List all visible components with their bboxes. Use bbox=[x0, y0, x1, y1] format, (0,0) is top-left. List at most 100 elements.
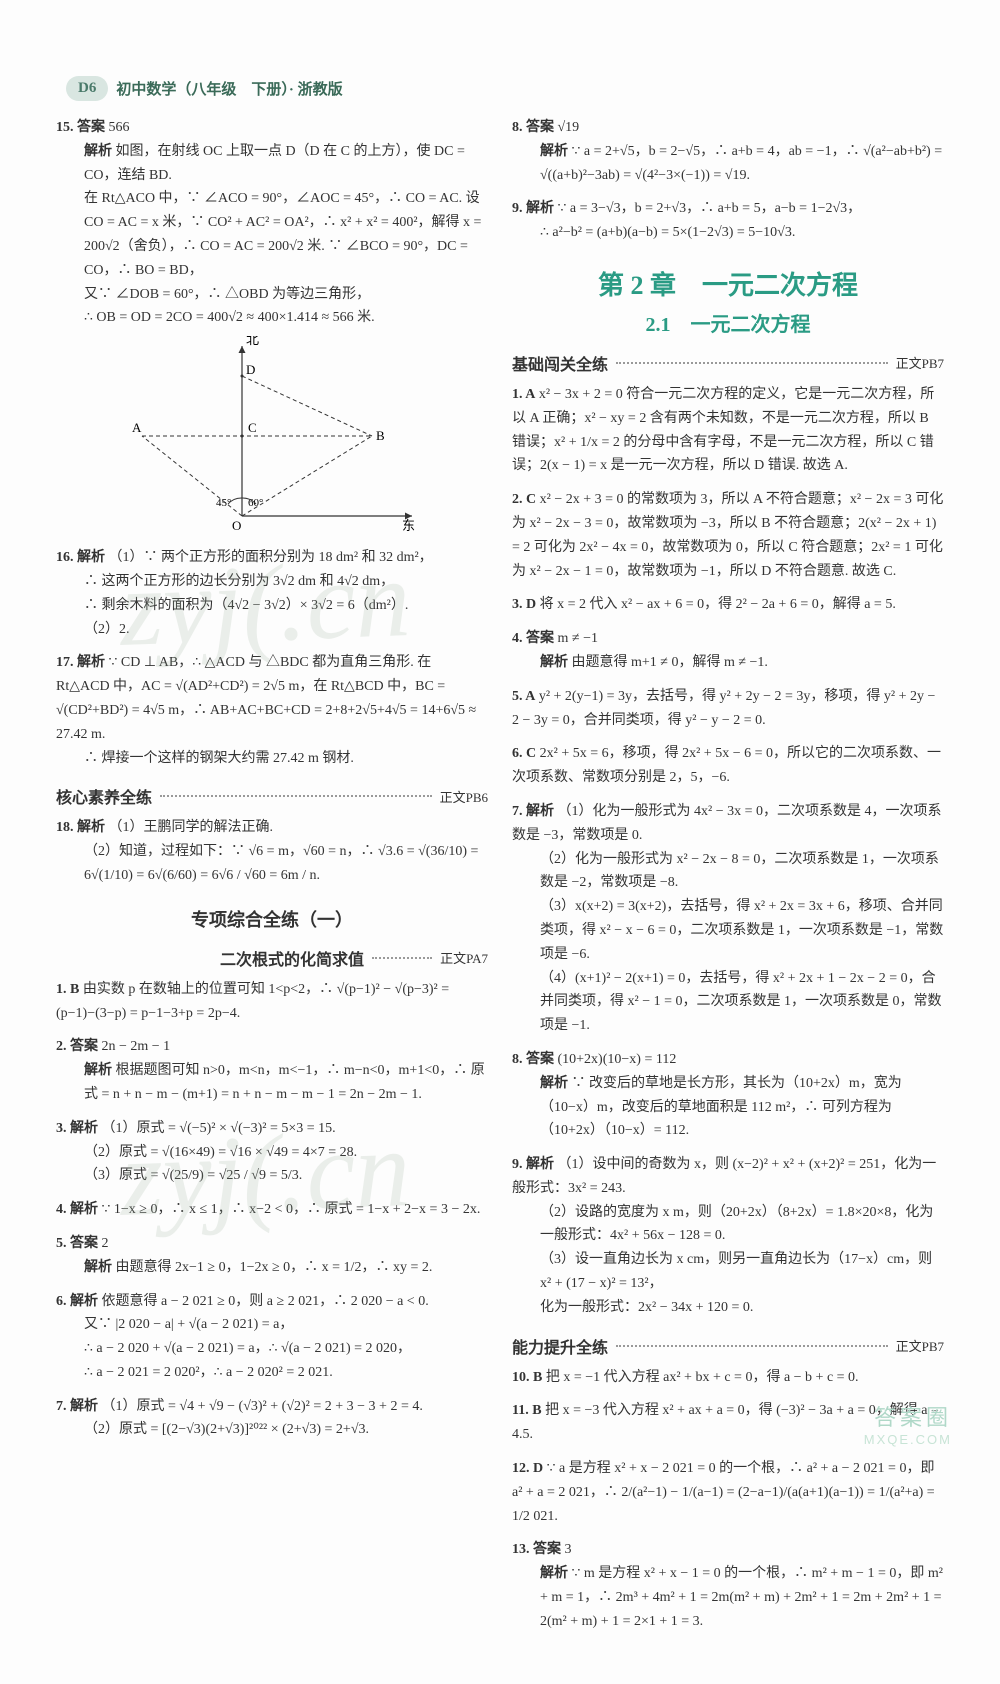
text: 根据题图可知 n>0，m<n，m<−1，∴ m−n<0，m+1<0，∴ 原式 =… bbox=[84, 1063, 485, 1102]
jiexi-label: 3. 解析 bbox=[56, 1121, 98, 1136]
text: （2）化为一般形式为 x² − 2x − 8 = 0，二次项系数是 1，一次项系… bbox=[512, 848, 944, 896]
q8: 8. 答案 √19 解析 ∵ a = 2+√5，b = 2−√5，∴ a+b =… bbox=[512, 116, 944, 187]
text: （3）x(x+2) = 3(x+2)，去括号，得 x² + 2x = 3x + … bbox=[512, 895, 944, 966]
text: ∵ m 是方程 x² + x − 1 = 0 的一个根，∴ m² + m − 1… bbox=[540, 1566, 943, 1629]
section-title: 基础闯关全练 bbox=[512, 351, 608, 375]
text: 依题意得 a − 2 021 ≥ 0，则 a ≥ 2 021，∴ 2 020 −… bbox=[102, 1294, 429, 1309]
answer-label: 5. A bbox=[512, 689, 535, 704]
text: （2）原式 = [(2−√3)(2+√3)]²⁰²² × (2+√3) = 2+… bbox=[56, 1418, 488, 1442]
q17: 17. 解析 ∵ CD ⊥ AB，∴ △ACD 与 △BDC 都为直角三角形. … bbox=[56, 651, 488, 770]
text: ∴ 这两个正方形的边长分别为 3√2 dm 和 4√2 dm， bbox=[56, 570, 488, 594]
answer-label: 13. 答案 bbox=[512, 1542, 561, 1557]
text: ∴ 焊接一个这样的钢架大约需 27.42 m 钢材. bbox=[56, 747, 488, 771]
q7: 7. 解析 （1）原式 = √4 + √9 − (√3)² + (√2)² = … bbox=[56, 1395, 488, 1443]
q6: 6. 解析 依题意得 a − 2 021 ≥ 0，则 a ≥ 2 021，∴ 2… bbox=[56, 1290, 488, 1385]
r2: 2. C x² − 2x + 3 = 0 的常数项为 3，所以 A 不符合题意；… bbox=[512, 488, 944, 583]
text: ∵ a = 2+√5，b = 2−√5，∴ a+b = 4，ab = −1，∴ … bbox=[540, 144, 942, 183]
text: （2）设路的宽度为 x m，则（20+2x）（8+2x）= 1.8×20×8，化… bbox=[512, 1201, 944, 1249]
q5: 5. 答案 2 解析 由题意得 2x−1 ≥ 0，1−2x ≥ 0，∴ x = … bbox=[56, 1232, 488, 1280]
text: y² + 2(y−1) = 3y，去括号，得 y² + 2y − 2 = 3y，… bbox=[512, 689, 935, 728]
svg-text:C: C bbox=[248, 420, 257, 435]
answer-label: 2. C bbox=[512, 492, 536, 507]
jiexi-label: 6. 解析 bbox=[56, 1294, 98, 1309]
jiexi-label: 7. 解析 bbox=[56, 1399, 98, 1414]
svg-text:O: O bbox=[232, 518, 241, 533]
text: ∴ OB = OD = 2CO = 400√2 ≈ 400×1.414 ≈ 56… bbox=[56, 306, 488, 330]
text: （2）原式 = √(16×49) = √16 × √49 = 4×7 = 28. bbox=[56, 1141, 488, 1165]
answer-label: 4. 答案 bbox=[512, 631, 554, 646]
r8: 8. 答案 (10+2x)(10−x) = 112 解析 ∵ 改变后的草地是长方… bbox=[512, 1048, 944, 1143]
text: ∵ a = 3−√3，b = 2+√3，∴ a+b = 5，a−b = 1−2√… bbox=[558, 201, 862, 216]
section-row: 基础闯关全练 正文PB7 bbox=[512, 351, 944, 375]
text: ∵ 改变后的草地是长方形，其长为（10+2x）m，宽为（10−x）m，改变后的草… bbox=[540, 1076, 902, 1139]
jiexi-label: 解析 bbox=[540, 655, 568, 670]
section-title: 二次根式的化简求值 bbox=[220, 946, 364, 970]
text: ∴ 剩余木料的面积为（4√2 − 3√2）× 3√2 = 6（dm²）. bbox=[56, 594, 488, 618]
dots bbox=[160, 795, 432, 797]
section-title: 能力提升全练 bbox=[512, 1334, 608, 1358]
text: 把 x = −1 代入方程 ax² + bx + c = 0，得 a − b +… bbox=[546, 1370, 859, 1385]
text: （1）王鹏同学的解法正确. bbox=[109, 820, 274, 835]
r3: 3. D 将 x = 2 代入 x² − ax + 6 = 0，得 2² − 2… bbox=[512, 593, 944, 617]
q18: 18. 解析 （1）王鹏同学的解法正确. （2）知道，过程如下：∵ √6 = m… bbox=[56, 816, 488, 887]
section-ref: 正文PB6 bbox=[440, 787, 488, 806]
page-title: 初中数学（八年级 下册）· 浙教版 bbox=[116, 78, 342, 99]
jiexi-label: 解析 bbox=[84, 144, 112, 159]
r9: 9. 解析 （1）设中间的奇数为 x，则 (x−2)² + x² + (x+2)… bbox=[512, 1153, 944, 1320]
chapter-title: 第 2 章 一元二次方程 bbox=[512, 265, 944, 302]
r10: 10. B 把 x = −1 代入方程 ax² + bx + c = 0，得 a… bbox=[512, 1366, 944, 1390]
jiexi-label: 9. 解析 bbox=[512, 201, 554, 216]
q1b: 1. B 由实数 p 在数轴上的位置可知 1<p<2，∴ √(p−1)² − √… bbox=[56, 978, 488, 1026]
jiexi-label: 7. 解析 bbox=[512, 804, 554, 819]
q16: 16. 解析 （1）∵ 两个正方形的面积分别为 18 dm² 和 32 dm²，… bbox=[56, 546, 488, 641]
answer-label: 8. 答案 bbox=[512, 120, 554, 135]
r4: 4. 答案 m ≠ −1 解析 由题意得 m+1 ≠ 0，解得 m ≠ −1. bbox=[512, 627, 944, 675]
r13: 13. 答案 3 解析 ∵ m 是方程 x² + x − 1 = 0 的一个根，… bbox=[512, 1538, 944, 1633]
answer-value: m ≠ −1 bbox=[558, 631, 598, 646]
text: 如图，在射线 OC 上取一点 D（D 在 C 的上方），使 DC = CO，连结… bbox=[84, 144, 465, 183]
section-heading: 专项综合全练（一） bbox=[56, 906, 488, 932]
jiexi-label: 9. 解析 bbox=[512, 1157, 554, 1172]
jiexi-label: 解析 bbox=[84, 1260, 112, 1275]
text: （4）(x+1)² − 2(x+1) = 0，去括号，得 x² + 2x + 1… bbox=[512, 967, 944, 1038]
text: （1）原式 = √(−5)² × √(−3)² = 5×3 = 15. bbox=[102, 1121, 336, 1136]
dots bbox=[616, 362, 888, 364]
q3: 3. 解析 （1）原式 = √(−5)² × √(−3)² = 5×3 = 15… bbox=[56, 1117, 488, 1188]
svg-text:北: 北 bbox=[246, 336, 259, 347]
footer-main: 答案圈 bbox=[864, 1400, 952, 1432]
answer-label: 1. B bbox=[56, 982, 79, 997]
text: 在 Rt△ACO 中，∵ ∠ACO = 90°，∠AOC = 45°，∴ CO … bbox=[56, 187, 488, 282]
section-row: 二次根式的化简求值 正文PA7 bbox=[56, 946, 488, 970]
page-header: D6 初中数学（八年级 下册）· 浙教版 bbox=[66, 76, 343, 101]
svg-text:A: A bbox=[132, 420, 142, 435]
page-badge: D6 bbox=[66, 76, 108, 101]
answer-label: 6. C bbox=[512, 746, 536, 761]
svg-text:东: 东 bbox=[402, 518, 415, 533]
dots bbox=[616, 1345, 888, 1347]
section-ref: 正文PB7 bbox=[896, 1336, 944, 1355]
text: ∴ a²−b² = (a+b)(a−b) = 5×(1−2√3) = 5−10√… bbox=[512, 221, 944, 245]
jiexi-label: 4. 解析 bbox=[56, 1202, 98, 1217]
answer-label: 1. A bbox=[512, 387, 535, 402]
text: 由题意得 m+1 ≠ 0，解得 m ≠ −1. bbox=[572, 655, 768, 670]
r1: 1. A x² − 3x + 2 = 0 符合一元二次方程的定义，它是一元二次方… bbox=[512, 383, 944, 478]
section-ref: 正文PB7 bbox=[896, 353, 944, 372]
text: 2x² + 5x = 6，移项，得 2x² + 5x − 6 = 0，所以它的二… bbox=[512, 746, 941, 785]
jiexi-label: 17. 解析 bbox=[56, 655, 105, 670]
left-column: 15. 答案 566 解析 如图，在射线 OC 上取一点 D（D 在 C 的上方… bbox=[56, 76, 488, 1644]
jiexi-label: 18. 解析 bbox=[56, 820, 105, 835]
text: ∴ a − 2 020 + √(a − 2 021) = a，∴ √(a − 2… bbox=[56, 1337, 488, 1361]
answer-value: 566 bbox=[109, 120, 130, 135]
section-title: 核心素养全练 bbox=[56, 784, 152, 808]
text: x² − 3x + 2 = 0 符合一元二次方程的定义，它是一元二次方程，所以 … bbox=[512, 387, 934, 473]
svg-text:B: B bbox=[376, 428, 385, 443]
answer-value: √19 bbox=[558, 120, 580, 135]
text: ∵ a 是方程 x² + x − 2 021 = 0 的一个根，∴ a² + a… bbox=[512, 1461, 935, 1524]
text: x² − 2x + 3 = 0 的常数项为 3，所以 A 不符合题意；x² − … bbox=[512, 492, 943, 578]
text: （3）原式 = √(25/9) = √25 / √9 = 5/3. bbox=[56, 1164, 488, 1188]
text: （1）设中间的奇数为 x，则 (x−2)² + x² + (x+2)² = 25… bbox=[512, 1157, 936, 1196]
footer-logo: 答案圈 MXQE.COM bbox=[864, 1400, 952, 1447]
answer-value: 3 bbox=[565, 1542, 572, 1557]
section-ref: 正文PA7 bbox=[440, 948, 488, 967]
answer-label: 15. 答案 bbox=[56, 120, 105, 135]
